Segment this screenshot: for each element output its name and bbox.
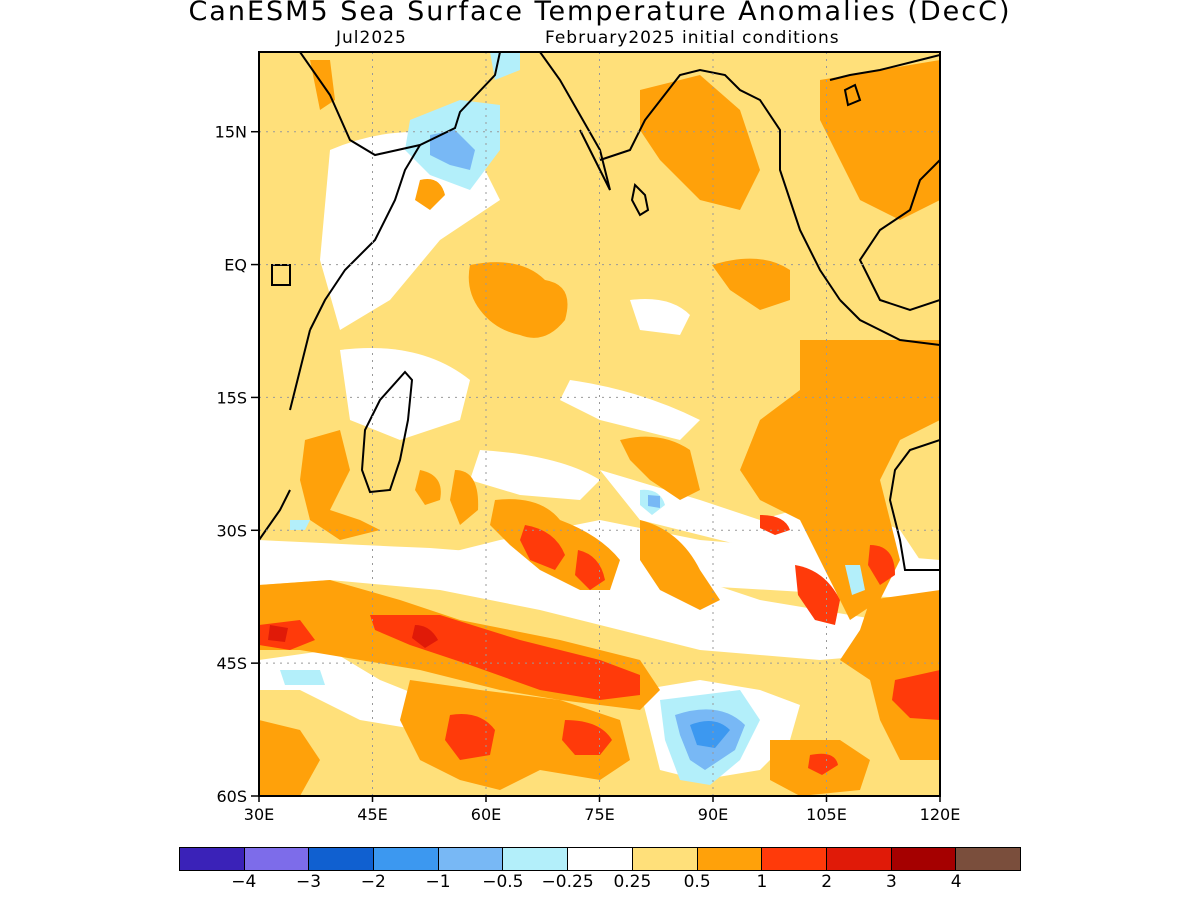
x-tick-label: 105E bbox=[806, 805, 847, 824]
colorbar-swatch bbox=[955, 848, 1020, 870]
initial-conditions: February2025 initial conditions bbox=[545, 28, 840, 48]
y-axis: 15N EQ 15S 30S 45S 60S bbox=[215, 123, 259, 806]
colorbar-label: 3 bbox=[886, 872, 897, 892]
colorbar-swatch bbox=[696, 848, 762, 870]
forecast-month: Jul2025 bbox=[336, 28, 407, 48]
x-tick-label: 45E bbox=[357, 805, 387, 824]
y-tick-label: EQ bbox=[224, 256, 247, 275]
colorbar-label: 0.25 bbox=[613, 872, 652, 892]
colorbar-swatch bbox=[373, 848, 438, 870]
colorbar-swatch bbox=[890, 848, 956, 870]
colorbar-label: −0.25 bbox=[541, 872, 594, 892]
colorbar-label: 2 bbox=[821, 872, 833, 892]
colorbar-swatch bbox=[437, 848, 503, 870]
colorbar-swatch bbox=[308, 848, 374, 870]
land-outlines bbox=[271, 83, 862, 494]
anomaly-field-blue bbox=[690, 721, 730, 748]
map-grid bbox=[259, 52, 940, 796]
x-tick-label: 120E bbox=[920, 805, 961, 824]
colorbar-swatch bbox=[631, 848, 697, 870]
colorbar-label: −1 bbox=[425, 872, 451, 892]
colorbar-label: 4 bbox=[950, 872, 962, 892]
x-tick-label: 30E bbox=[244, 805, 274, 824]
colorbar-swatch bbox=[825, 848, 891, 870]
y-tick-label: 30S bbox=[216, 521, 247, 540]
anomaly-field-darkred bbox=[268, 625, 438, 648]
y-tick-label: 45S bbox=[216, 654, 247, 673]
x-tick-label: 75E bbox=[584, 805, 614, 824]
colorbar-label: 0.5 bbox=[683, 872, 711, 892]
x-tick-label: 90E bbox=[698, 805, 728, 824]
y-tick-label: 15S bbox=[216, 388, 247, 407]
colorbar-swatch bbox=[761, 848, 826, 870]
x-tick-label: 60E bbox=[471, 805, 501, 824]
colorbar-swatch bbox=[180, 848, 244, 870]
y-tick-label: 15N bbox=[215, 123, 247, 142]
colorbar-label: −3 bbox=[296, 872, 322, 892]
y-tick-label: 60S bbox=[216, 787, 247, 806]
colorbar-swatch bbox=[567, 848, 632, 870]
colorbar-label: −2 bbox=[360, 872, 386, 892]
coastlines bbox=[259, 52, 940, 571]
colorbar-swatch bbox=[502, 848, 568, 870]
map-title: CanESM5 Sea Surface Temperature Anomalie… bbox=[188, 0, 1012, 27]
colorbar-swatch bbox=[243, 848, 309, 870]
colorbar bbox=[179, 847, 1021, 871]
x-axis: 30E 45E 60E 75E 90E 105E 120E bbox=[244, 796, 961, 824]
colorbar-label: 1 bbox=[756, 872, 768, 892]
colorbar-label: −4 bbox=[231, 872, 257, 892]
colorbar-label: −0.5 bbox=[482, 872, 524, 892]
